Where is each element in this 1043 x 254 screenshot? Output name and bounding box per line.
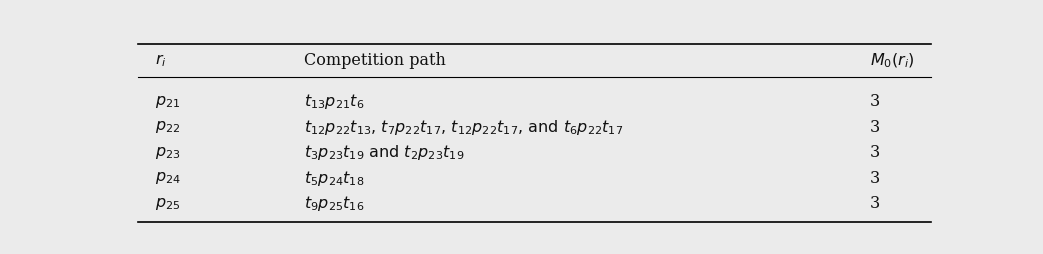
Text: $t_3p_{23}t_{19}$ and $t_2p_{23}t_{19}$: $t_3p_{23}t_{19}$ and $t_2p_{23}t_{19}$ xyxy=(305,143,464,162)
Text: $p_{21}$: $p_{21}$ xyxy=(154,94,180,110)
Text: $M_0(r_i)$: $M_0(r_i)$ xyxy=(870,52,915,70)
Text: $p_{24}$: $p_{24}$ xyxy=(154,170,180,186)
Text: 3: 3 xyxy=(870,93,880,110)
Text: $t_{13}p_{21}t_6$: $t_{13}p_{21}t_6$ xyxy=(305,92,365,111)
Text: $r_i$: $r_i$ xyxy=(154,52,166,69)
Text: 3: 3 xyxy=(870,119,880,136)
Text: $t_5p_{24}t_{18}$: $t_5p_{24}t_{18}$ xyxy=(305,169,365,188)
Text: 3: 3 xyxy=(870,170,880,187)
Text: $p_{22}$: $p_{22}$ xyxy=(154,119,180,135)
Text: Competition path: Competition path xyxy=(305,52,446,69)
Text: 3: 3 xyxy=(870,144,880,161)
Text: 3: 3 xyxy=(870,195,880,212)
Text: $t_9p_{25}t_{16}$: $t_9p_{25}t_{16}$ xyxy=(305,194,365,213)
Text: $p_{25}$: $p_{25}$ xyxy=(154,196,180,212)
Text: $p_{23}$: $p_{23}$ xyxy=(154,145,180,161)
Text: $t_{12}p_{22}t_{13}$, $t_7p_{22}t_{17}$, $t_{12}p_{22}t_{17}$, and $t_6p_{22}t_{: $t_{12}p_{22}t_{13}$, $t_7p_{22}t_{17}$,… xyxy=(305,118,624,137)
